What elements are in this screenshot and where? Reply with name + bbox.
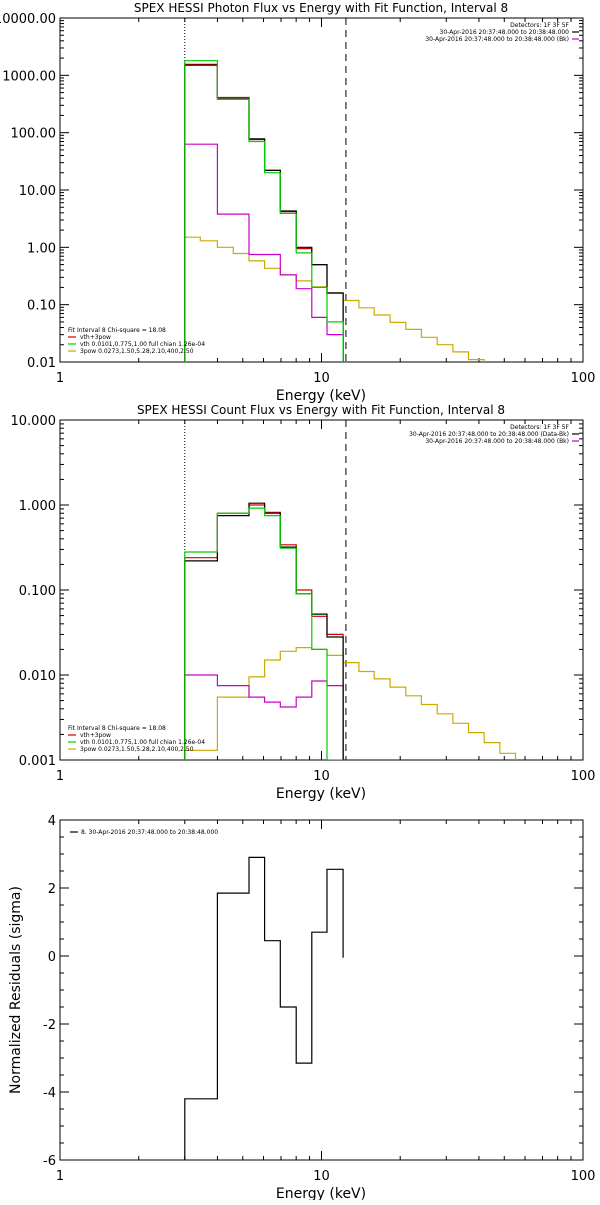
plot-frame <box>59 419 584 761</box>
series-group <box>184 502 517 760</box>
chart-panel-3: 1 10 100 Energy (keV) -6 -4 -2 0 2 4 Normalized Re… <box>8 814 596 1202</box>
y-axis-label: Normalized Residuals (sigma) <box>8 886 24 1094</box>
series-step-line-2 <box>184 143 344 362</box>
plot-frame <box>59 17 584 363</box>
series-step-line-5 <box>184 60 344 362</box>
legend-entry: vth+3pow <box>80 732 111 739</box>
series-step-line-3 <box>184 504 344 760</box>
y-tick-label: 0.10 <box>27 299 56 314</box>
series-step-line-1 <box>184 856 344 1160</box>
series-step-line-1 <box>184 236 485 362</box>
plot-frame <box>59 819 584 1161</box>
x-tick-label: 10 <box>313 371 330 386</box>
y-tick-label: -6 <box>43 1154 56 1169</box>
x-tick-label: 10 <box>313 1169 330 1184</box>
x-tick-label: 100 <box>571 1169 596 1184</box>
x-tick-label: 100 <box>571 769 596 784</box>
legend-entry: Fit Interval 8 Chi-square = 18.08 <box>68 725 166 732</box>
legend-entry: 30-Apr-2016 20:37:48.000 to 20:38:48.000 <box>440 29 570 36</box>
y-tick-label: 10000.00 <box>0 12 56 27</box>
x-axis-label: Energy (keV) <box>276 1186 366 1200</box>
series-group <box>184 856 344 1160</box>
x-axis-label: Energy (keV) <box>276 786 366 802</box>
y-tick-label: 0.100 <box>19 584 56 599</box>
y-tick-label: -4 <box>43 1086 56 1101</box>
x-tick-label: 1 <box>56 371 64 386</box>
x-axis-label: Energy (keV) <box>276 388 366 404</box>
y-tick-label: 0.01 <box>27 356 56 371</box>
chart-title: SPEX HESSI Count Flux vs Energy with Fit… <box>137 403 505 417</box>
legend-entry: vth 0.0101,0.775,1.00 full chian 1.26e-0… <box>80 739 205 746</box>
legend-entry: vth+3pow <box>80 334 111 341</box>
series-group <box>184 60 485 362</box>
y-tick-label: 0.010 <box>19 669 56 684</box>
y-tick-label: -2 <box>43 1018 56 1033</box>
legend-entry: Detectors: 1F 3F 5F <box>510 424 569 431</box>
y-tick-label: 1000.00 <box>2 69 56 84</box>
y-tick-label: 0.001 <box>19 754 56 769</box>
x-tick-label: 100 <box>571 371 596 386</box>
legend-entry: Detectors: 1F 3F 5F <box>510 22 569 29</box>
chart-panel-1: SPEX HESSI Photon Flux vs Energy with Fi… <box>0 1 595 404</box>
series-step-line-4 <box>184 502 344 760</box>
legend-entry: vth 0.0101,0.775,1.00 full chian 1.26e-0… <box>80 341 205 348</box>
x-tick-label: 1 <box>56 769 64 784</box>
x-tick-label: 1 <box>56 1169 64 1184</box>
series-step-line-1 <box>184 647 517 760</box>
y-tick-label: 100.00 <box>11 127 57 142</box>
y-tick-label: 2 <box>48 882 56 897</box>
legend-entry: 8. 30-Apr-2016 20:37:48.000 to 20:38:48.… <box>81 829 218 836</box>
series-step-line-2 <box>184 674 344 760</box>
chart-panel-2: SPEX HESSI Count Flux vs Energy with Fit… <box>11 403 596 802</box>
legend-entry: 30-Apr-2016 20:37:48.000 to 20:38:48.000… <box>425 438 569 445</box>
y-tick-label: 1.00 <box>27 241 56 256</box>
series-step-line-5 <box>184 507 344 760</box>
legend-entry: 3pow 0.0273,1.50,5.28,2.10,400,2.50 <box>80 348 194 355</box>
legend-entry: 30-Apr-2016 20:37:48.000 to 20:38:48.000… <box>409 431 569 438</box>
y-tick-label: 4 <box>48 814 56 829</box>
y-tick-label: 10.000 <box>11 414 57 429</box>
chart-title: SPEX HESSI Photon Flux vs Energy with Fi… <box>134 1 508 15</box>
x-tick-label: 10 <box>313 769 330 784</box>
legend-entry: Fit Interval 8 Chi-square = 18.08 <box>68 327 166 334</box>
y-tick-label: 0 <box>48 950 56 965</box>
y-tick-label: 10.00 <box>19 184 56 199</box>
legend-entry: 30-Apr-2016 20:37:48.000 to 20:38:48.000… <box>425 36 569 43</box>
y-tick-label: 1.000 <box>19 499 56 514</box>
legend-entry: 3pow 0.0273,1.50,5.28,2.10,400,2.50 <box>80 746 194 753</box>
